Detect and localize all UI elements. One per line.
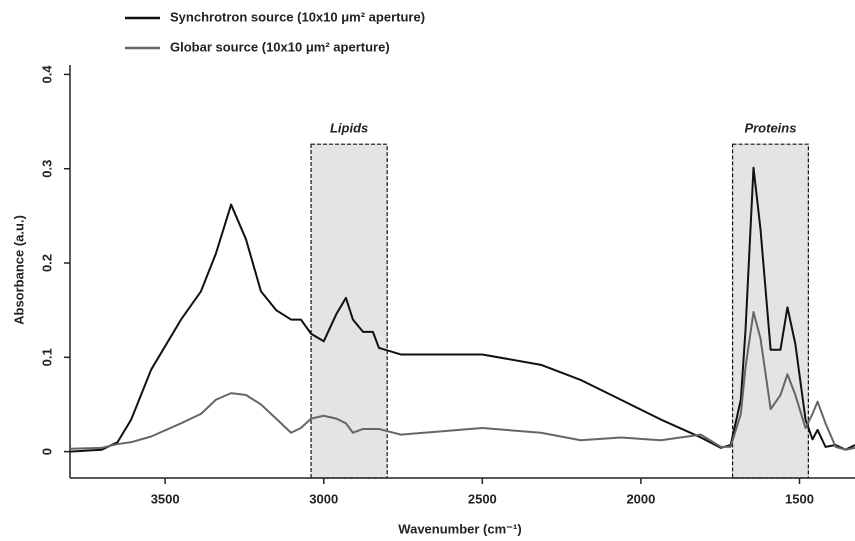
- y-tick-label: 0.1: [39, 348, 54, 366]
- legend-label: Synchrotron source (10x10 μm² aperture): [170, 9, 425, 24]
- x-axis-label: Wavenumber (cm⁻¹): [398, 521, 521, 536]
- legend-label: Globar source (10x10 μm² aperture): [170, 39, 390, 54]
- y-tick-label: 0.2: [39, 254, 54, 272]
- series-line: [69, 166, 855, 453]
- x-tick-label: 2000: [626, 491, 655, 506]
- y-tick-label: 0: [39, 448, 54, 455]
- region-label: Proteins: [744, 121, 796, 136]
- y-tick-label: 0.3: [39, 160, 54, 178]
- region-label: Lipids: [330, 121, 368, 136]
- series-line: [69, 311, 855, 451]
- x-tick-label: 3000: [309, 491, 338, 506]
- x-tick-label: 2500: [468, 491, 497, 506]
- region: [310, 143, 388, 479]
- x-tick-label: 1500: [785, 491, 814, 506]
- y-tick-label: 0.4: [39, 65, 54, 84]
- y-axis-label: Absorbance (a.u.): [11, 215, 26, 325]
- region: [731, 143, 809, 479]
- x-tick-label: 3500: [151, 491, 180, 506]
